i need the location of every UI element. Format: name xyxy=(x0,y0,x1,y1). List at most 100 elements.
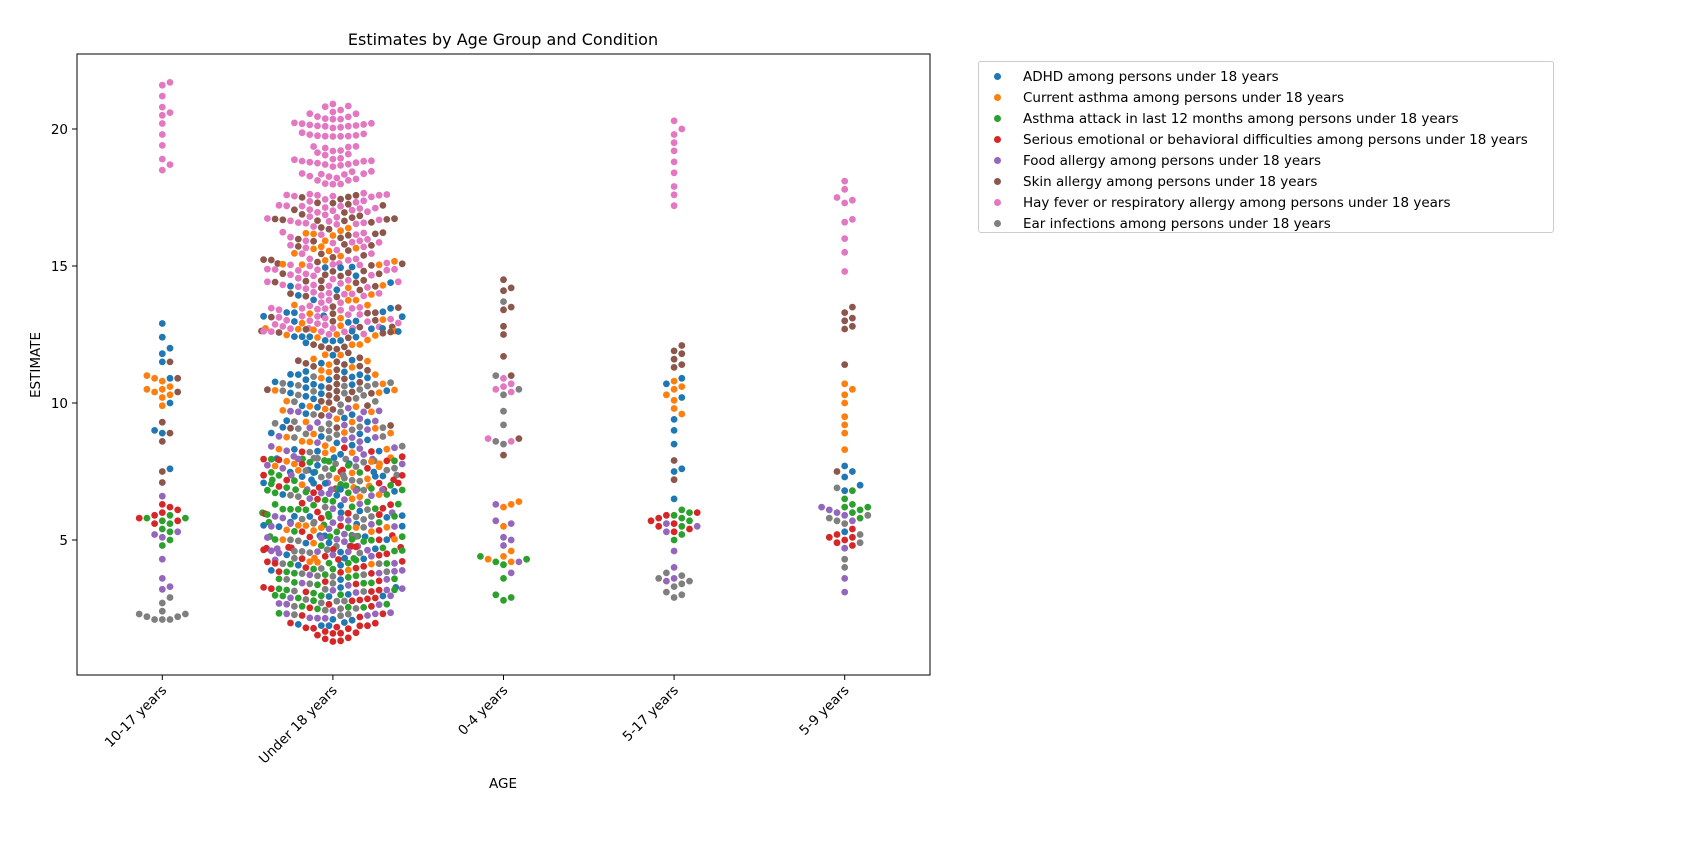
data-point xyxy=(158,607,166,615)
data-point xyxy=(333,491,341,499)
data-point xyxy=(341,444,348,452)
data-point xyxy=(337,123,344,131)
data-point xyxy=(321,161,329,168)
data-point xyxy=(833,539,841,547)
data-point xyxy=(302,229,310,237)
data-point xyxy=(383,266,391,274)
data-point xyxy=(360,524,368,531)
data-point xyxy=(325,622,333,630)
data-point xyxy=(337,195,344,203)
data-point xyxy=(298,170,306,177)
data-point xyxy=(825,533,833,541)
data-point xyxy=(317,524,325,532)
data-point xyxy=(368,408,375,416)
data-point xyxy=(166,528,174,536)
legend-label: Current asthma among persons under 18 ye… xyxy=(1023,89,1345,106)
data-point xyxy=(379,610,387,618)
data-point xyxy=(321,151,329,159)
data-point xyxy=(663,380,670,388)
data-point xyxy=(333,528,341,536)
data-point xyxy=(271,278,279,286)
data-point xyxy=(314,305,321,313)
data-point xyxy=(306,571,314,579)
data-point xyxy=(337,154,344,162)
data-point xyxy=(325,490,333,498)
data-point xyxy=(344,231,352,239)
data-point xyxy=(306,614,314,622)
data-point xyxy=(371,371,379,378)
data-point xyxy=(158,394,166,401)
data-point xyxy=(341,597,348,605)
data-point xyxy=(364,622,371,630)
data-point xyxy=(670,364,678,371)
data-point xyxy=(329,587,337,594)
data-point xyxy=(364,301,371,309)
data-point xyxy=(264,461,271,469)
data-point xyxy=(267,443,275,450)
data-point xyxy=(670,396,678,404)
data-point xyxy=(271,266,279,273)
data-point xyxy=(302,467,310,475)
data-point xyxy=(166,511,174,519)
data-point xyxy=(348,503,356,511)
data-point xyxy=(356,323,364,331)
data-point xyxy=(360,130,368,138)
data-point xyxy=(166,503,174,511)
data-point xyxy=(849,385,856,393)
data-point xyxy=(337,227,344,235)
data-point xyxy=(298,481,306,489)
data-point xyxy=(849,468,856,475)
data-point xyxy=(310,237,317,245)
data-point xyxy=(515,558,523,566)
data-point xyxy=(670,564,678,571)
data-point xyxy=(352,394,360,402)
data-point xyxy=(375,290,383,297)
data-point xyxy=(317,425,325,433)
data-point xyxy=(317,412,325,419)
data-point xyxy=(321,480,329,487)
data-point xyxy=(341,217,348,225)
legend-entry: Ear infections among persons under 18 ye… xyxy=(979,213,1553,234)
y-tick-label: 10 xyxy=(51,396,68,412)
data-point xyxy=(333,380,341,388)
data-point xyxy=(352,255,360,263)
data-point xyxy=(275,329,283,336)
data-point xyxy=(321,571,329,578)
data-point xyxy=(391,444,398,452)
data-point xyxy=(335,556,342,563)
data-point xyxy=(348,305,356,312)
data-point xyxy=(287,290,294,297)
data-point xyxy=(663,528,670,536)
data-point xyxy=(352,524,360,531)
data-point xyxy=(158,103,166,111)
data-point xyxy=(321,237,329,245)
data-point xyxy=(310,296,317,304)
data-point xyxy=(267,585,275,593)
data-point xyxy=(158,333,166,341)
data-point xyxy=(368,458,375,465)
data-point xyxy=(174,517,182,525)
data-point xyxy=(321,257,329,264)
data-point xyxy=(841,309,849,316)
data-point xyxy=(391,547,398,555)
data-point xyxy=(856,481,864,489)
data-point xyxy=(306,302,314,310)
data-point xyxy=(298,202,306,210)
data-point xyxy=(364,426,371,433)
data-point xyxy=(394,319,402,327)
data-point xyxy=(344,319,352,326)
data-point xyxy=(166,383,174,390)
data-point xyxy=(368,262,375,269)
data-point xyxy=(375,270,383,278)
data-point xyxy=(158,616,166,623)
data-point xyxy=(371,610,379,618)
data-point xyxy=(294,506,302,513)
data-point xyxy=(310,489,317,497)
data-point xyxy=(310,230,317,238)
data-point xyxy=(151,374,159,382)
data-point xyxy=(348,388,356,396)
data-point xyxy=(507,520,515,527)
data-point xyxy=(375,463,383,471)
data-point xyxy=(317,565,325,572)
data-point xyxy=(507,388,515,396)
